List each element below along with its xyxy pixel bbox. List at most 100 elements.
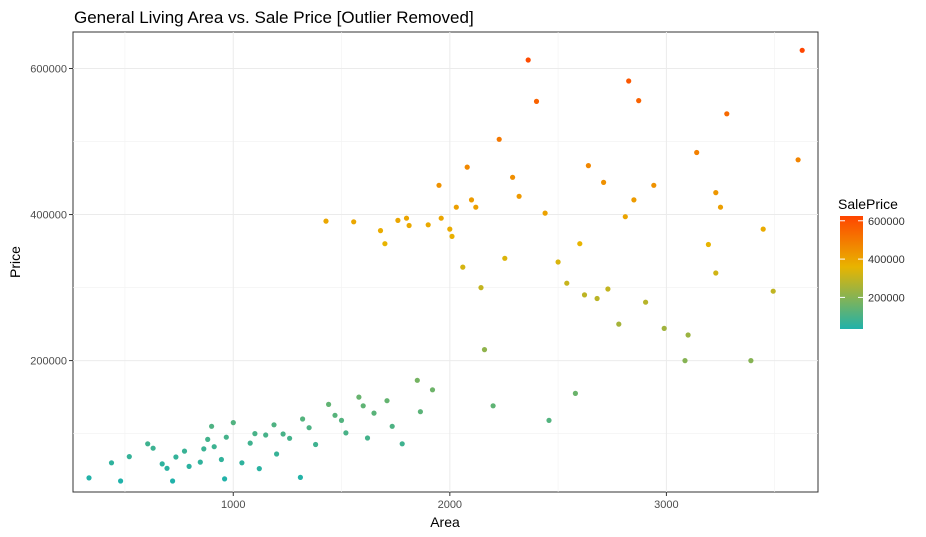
x-axis: 1000 2000 3000 [221,492,679,511]
data-point [218,456,224,463]
y-axis-title: Price [7,246,23,278]
data-point [297,474,303,480]
data-point [636,98,642,104]
data-point [280,431,286,437]
data-point [453,204,459,210]
y-tick-label: 600000 [30,64,67,76]
data-point [542,210,548,216]
data-point [605,286,611,292]
data-point [555,259,561,265]
data-point [661,325,667,331]
data-point [577,241,583,247]
data-point [516,193,522,199]
data-point [197,459,203,465]
data-point [300,416,306,422]
data-point [509,174,516,180]
data-point [274,451,280,457]
data-point [181,448,188,454]
legend-title: SalePrice [838,196,898,212]
data-point [403,215,410,221]
plot-panel [72,31,819,493]
data-point [108,460,115,466]
data-point [186,463,192,469]
data-point [209,423,215,429]
data-points [86,47,805,484]
data-point [525,57,531,63]
data-point [326,401,332,407]
data-point [651,182,657,188]
data-point [601,179,607,185]
data-point [377,228,384,234]
data-point [447,226,453,232]
data-point [585,163,592,169]
data-point [717,204,724,210]
data-point [271,422,277,428]
data-point [643,299,649,305]
data-point [425,222,431,228]
data-point [201,446,207,452]
data-point [795,157,801,163]
data-point [306,425,312,431]
data-point [170,478,176,484]
data-point [323,218,329,224]
legend-ticks: 200000 400000 600000 [840,216,905,304]
y-axis: 200000 400000 600000 [30,64,73,368]
data-point [351,219,357,225]
data-point [252,431,258,437]
data-point [760,226,766,232]
data-point [364,435,371,441]
data-point [356,394,362,400]
data-point [173,454,179,460]
data-point [496,136,502,142]
data-point [417,409,423,415]
gridlines [73,32,818,492]
data-point [211,444,217,450]
data-point [770,288,776,294]
legend-tick-label: 600000 [868,216,905,228]
x-axis-title: Area [430,514,460,530]
data-point [150,445,156,451]
data-point [581,292,588,298]
data-point [371,410,377,416]
data-point [343,430,349,436]
data-point [145,441,151,447]
legend-tick-label: 200000 [868,292,905,304]
y-tick-label: 400000 [30,210,67,222]
data-point [616,321,622,327]
data-point [395,217,401,223]
data-point [685,332,691,338]
data-point [360,403,366,409]
data-point [713,190,719,196]
data-point [247,440,253,446]
data-point [464,164,470,170]
data-point [473,204,479,210]
data-point [631,197,637,203]
data-point [239,460,245,466]
data-point [460,264,466,270]
data-point [594,295,600,302]
data-point [338,417,345,423]
data-point [449,233,455,239]
data-point [490,403,496,409]
data-point [799,47,805,53]
data-point [748,358,754,364]
x-tick-label: 1000 [221,499,245,511]
data-point [682,358,688,364]
data-point [332,412,338,418]
data-point [126,454,132,460]
data-point [564,280,570,286]
data-point [313,441,319,448]
data-point [118,478,124,484]
data-point [384,398,390,404]
data-point [502,255,508,261]
legend: SalePrice 200000 400000 600000 [838,196,905,329]
data-point [256,466,262,472]
data-point [481,347,488,353]
data-point [406,222,412,229]
data-point [705,241,712,248]
legend-tick-label: 400000 [868,254,905,266]
data-point [230,420,236,426]
x-tick-label: 2000 [438,499,462,511]
data-point [159,461,165,467]
